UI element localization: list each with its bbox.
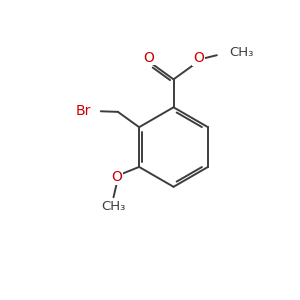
Text: CH₃: CH₃ [229, 46, 254, 59]
Text: Br: Br [75, 104, 91, 118]
Text: CH₃: CH₃ [101, 200, 126, 213]
Text: O: O [193, 51, 204, 65]
Text: O: O [143, 50, 154, 64]
Text: O: O [111, 170, 122, 184]
